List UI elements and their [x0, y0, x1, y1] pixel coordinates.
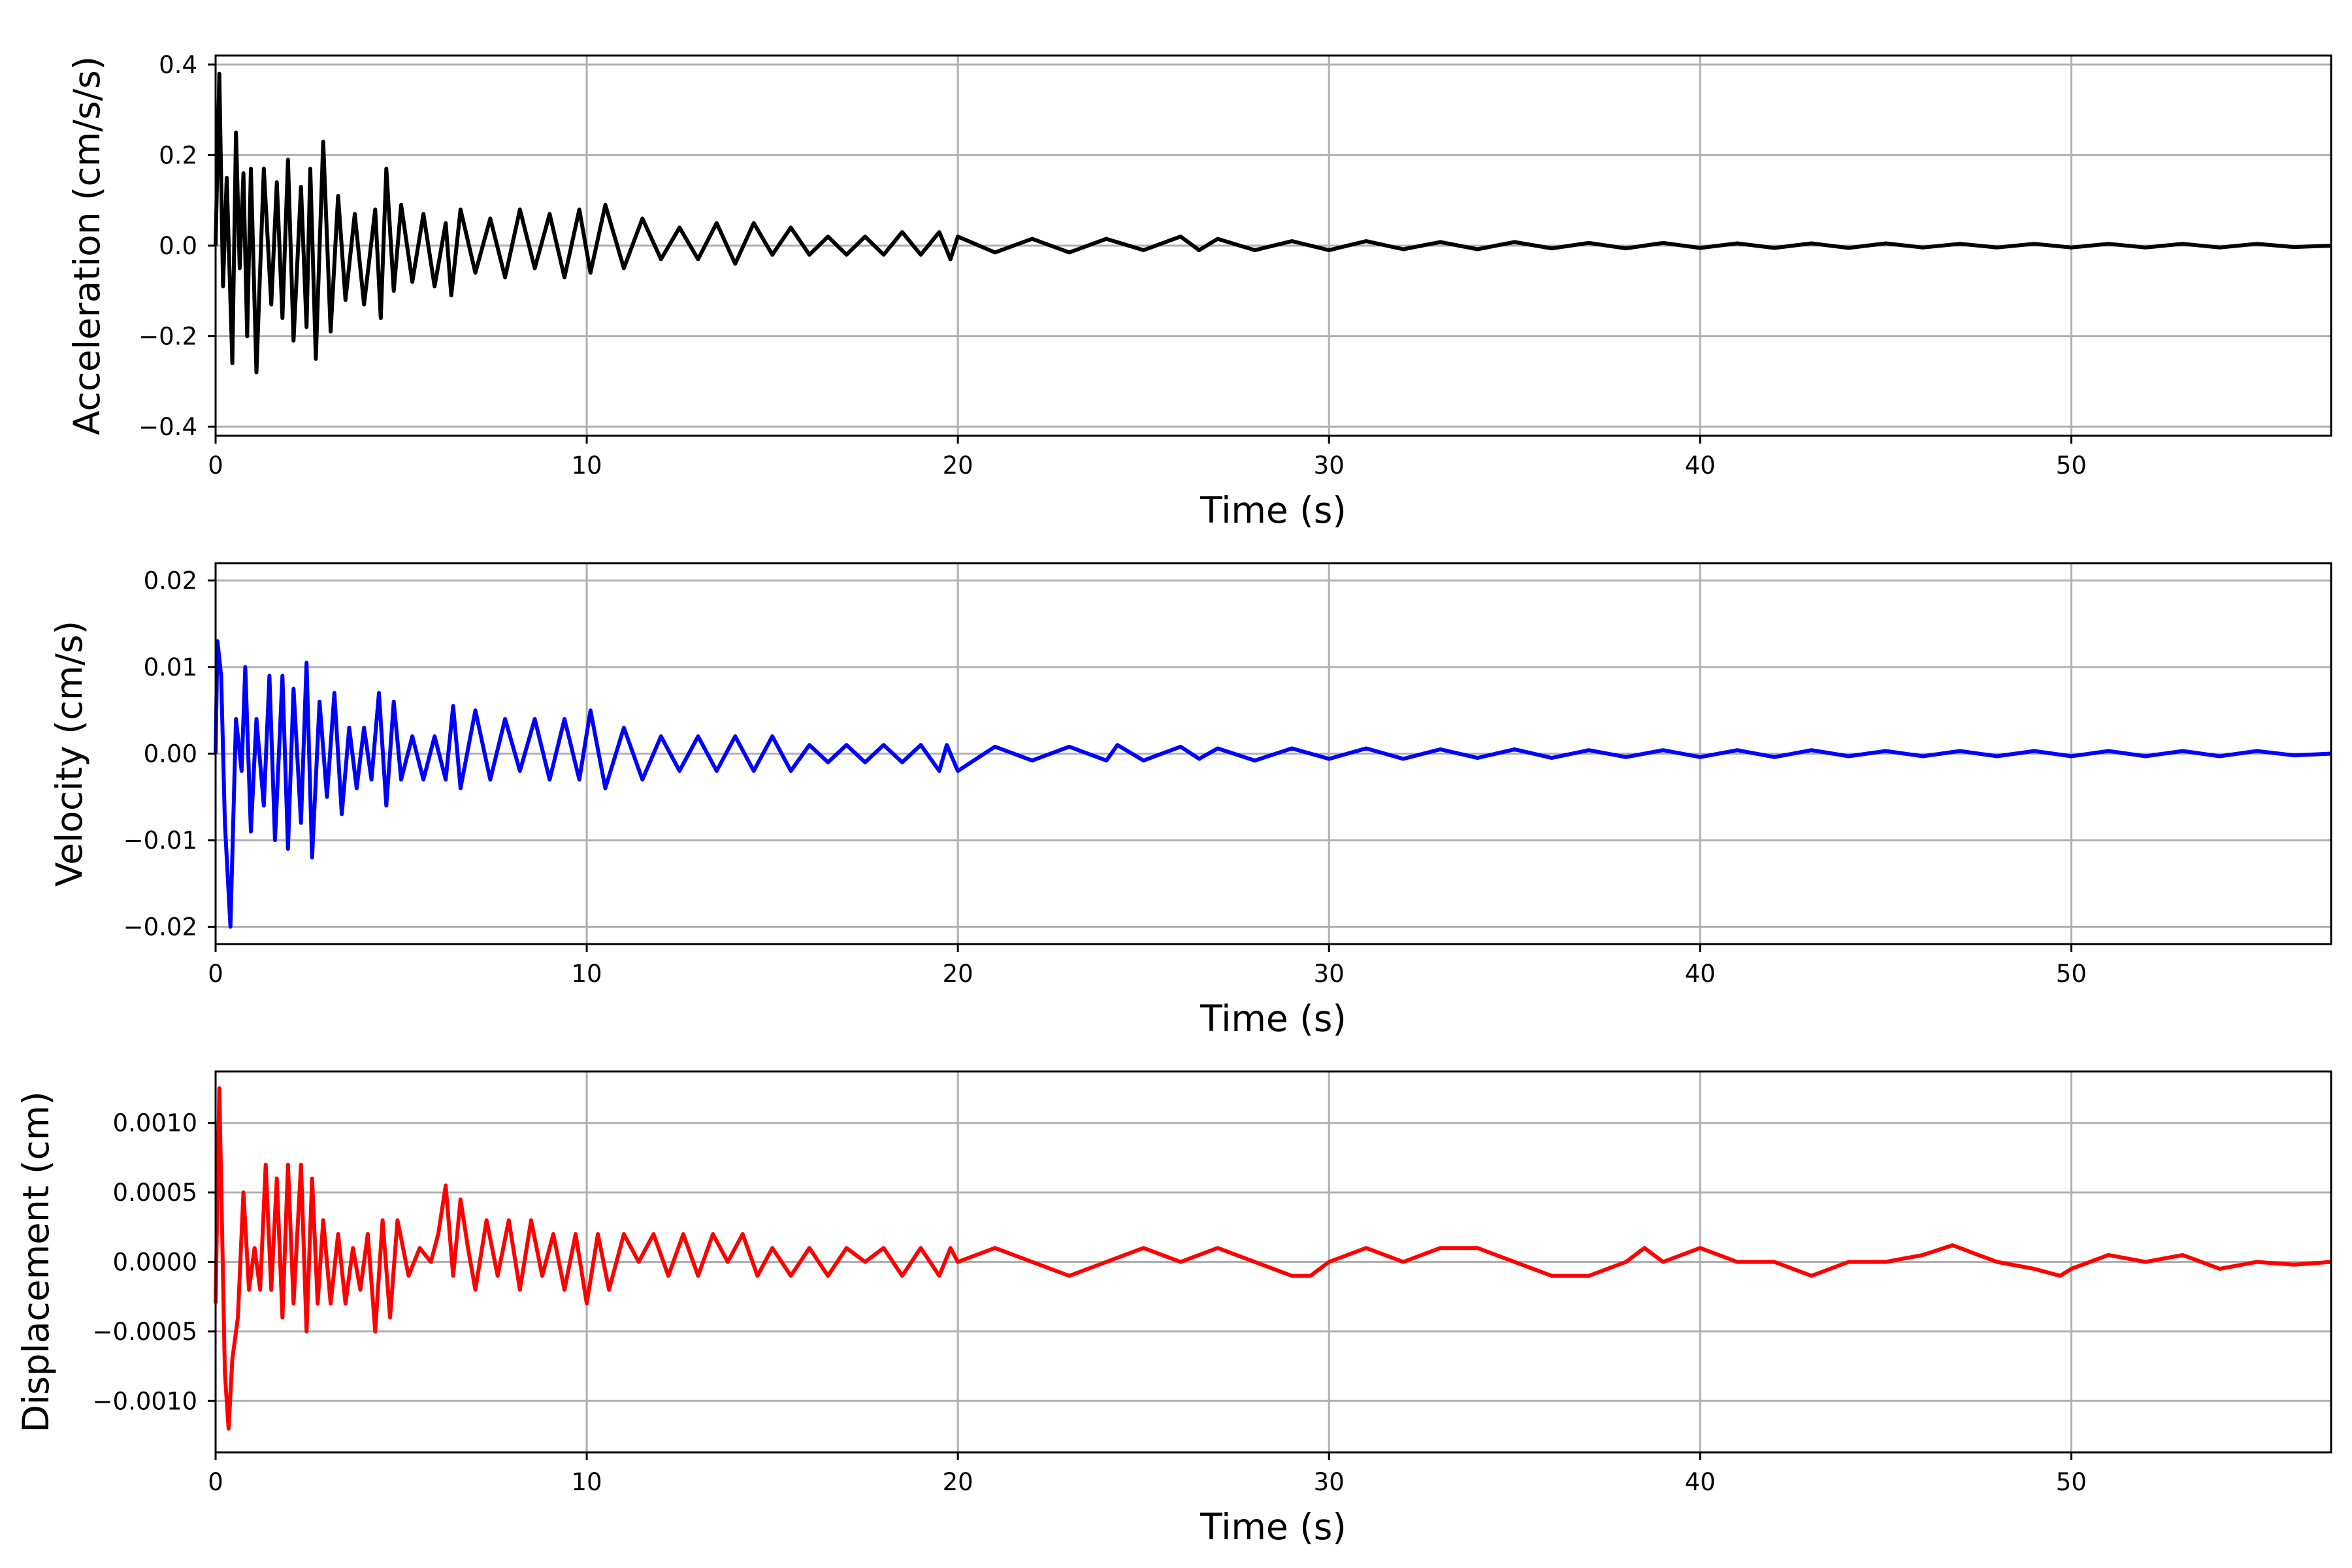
x-tick-label: 30 [1314, 960, 1345, 988]
x-tick-label: 0 [208, 1468, 223, 1496]
data-line [214, 71, 2332, 374]
y-axis-label: Acceleration (cm/s/s) [66, 56, 108, 435]
y-tick-label: −0.0005 [93, 1318, 197, 1346]
data-line [214, 1086, 2332, 1431]
y-tick-label: −0.02 [123, 913, 197, 941]
x-axis-label: Time (s) [1200, 998, 1347, 1039]
y-tick-label: 0.2 [159, 141, 197, 169]
x-tick-label: 0 [208, 960, 223, 988]
x-tick-label: 50 [2056, 451, 2087, 480]
y-tick-label: 0.02 [144, 567, 197, 595]
x-tick-label: 40 [1685, 960, 1716, 988]
x-tick-label: 30 [1314, 451, 1345, 480]
chart-panel-1: 0 10 20 30 40 50 −0.4 −0.2 0.0 0.2 0.4 Time (s) Acce… [66, 51, 2332, 531]
x-tick-label: 30 [1314, 1468, 1345, 1496]
x-tick-label: 20 [943, 1468, 973, 1496]
y-tick-label: 0.01 [144, 653, 197, 681]
x-tick-label: 10 [572, 451, 602, 480]
y-axis-label: Velocity (cm/s) [48, 621, 90, 887]
chart-panel-2: 0 10 20 30 40 50 −0.02 −0.01 0.00 0.01 0.02 Time (s… [48, 562, 2332, 1039]
y-tick-label: −0.4 [139, 413, 197, 441]
x-tick-label: 20 [943, 960, 973, 988]
x-tick-label: 50 [2056, 1468, 2087, 1496]
y-tick-label: −0.01 [123, 826, 197, 855]
y-tick-label: −0.0010 [93, 1387, 197, 1415]
y-tick-label: −0.2 [139, 323, 197, 351]
y-axis-label: Displacement (cm) [15, 1091, 57, 1432]
x-tick-label: 10 [572, 1468, 602, 1496]
x-axis-label: Time (s) [1200, 489, 1347, 531]
x-tick-label: 0 [208, 451, 223, 480]
y-tick-label: 0.4 [159, 51, 197, 79]
y-tick-label: 0.00 [144, 740, 197, 768]
x-tick-label: 40 [1685, 451, 1716, 480]
x-axis-label: Time (s) [1200, 1506, 1347, 1548]
chart-panel-3: 0 10 20 30 40 50 −0.0010 −0.0005 0.0000 0.0005 0.0… [15, 1070, 2332, 1548]
x-tick-label: 10 [572, 960, 602, 988]
y-tick-label: 0.0 [159, 232, 197, 260]
data-line [214, 639, 2332, 929]
x-tick-label: 20 [943, 451, 973, 480]
y-tick-label: 0.0000 [113, 1249, 197, 1277]
x-tick-label: 50 [2056, 960, 2087, 988]
y-tick-label: 0.0010 [113, 1109, 197, 1137]
y-tick-label: 0.0005 [113, 1179, 197, 1207]
x-tick-label: 40 [1685, 1468, 1716, 1496]
